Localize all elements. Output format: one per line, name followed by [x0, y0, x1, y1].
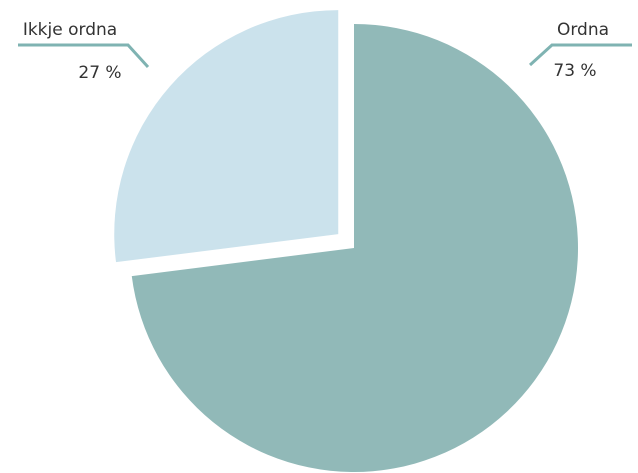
slice-label: Ordna [557, 20, 609, 40]
leader-line [18, 43, 150, 69]
value-label: 27 % [78, 63, 121, 83]
pie-slice [131, 24, 579, 472]
leader-line [528, 43, 632, 67]
value-label: 73 % [553, 61, 596, 81]
pie-slice [114, 10, 339, 263]
slice-label: Ikkje ordna [23, 20, 117, 40]
